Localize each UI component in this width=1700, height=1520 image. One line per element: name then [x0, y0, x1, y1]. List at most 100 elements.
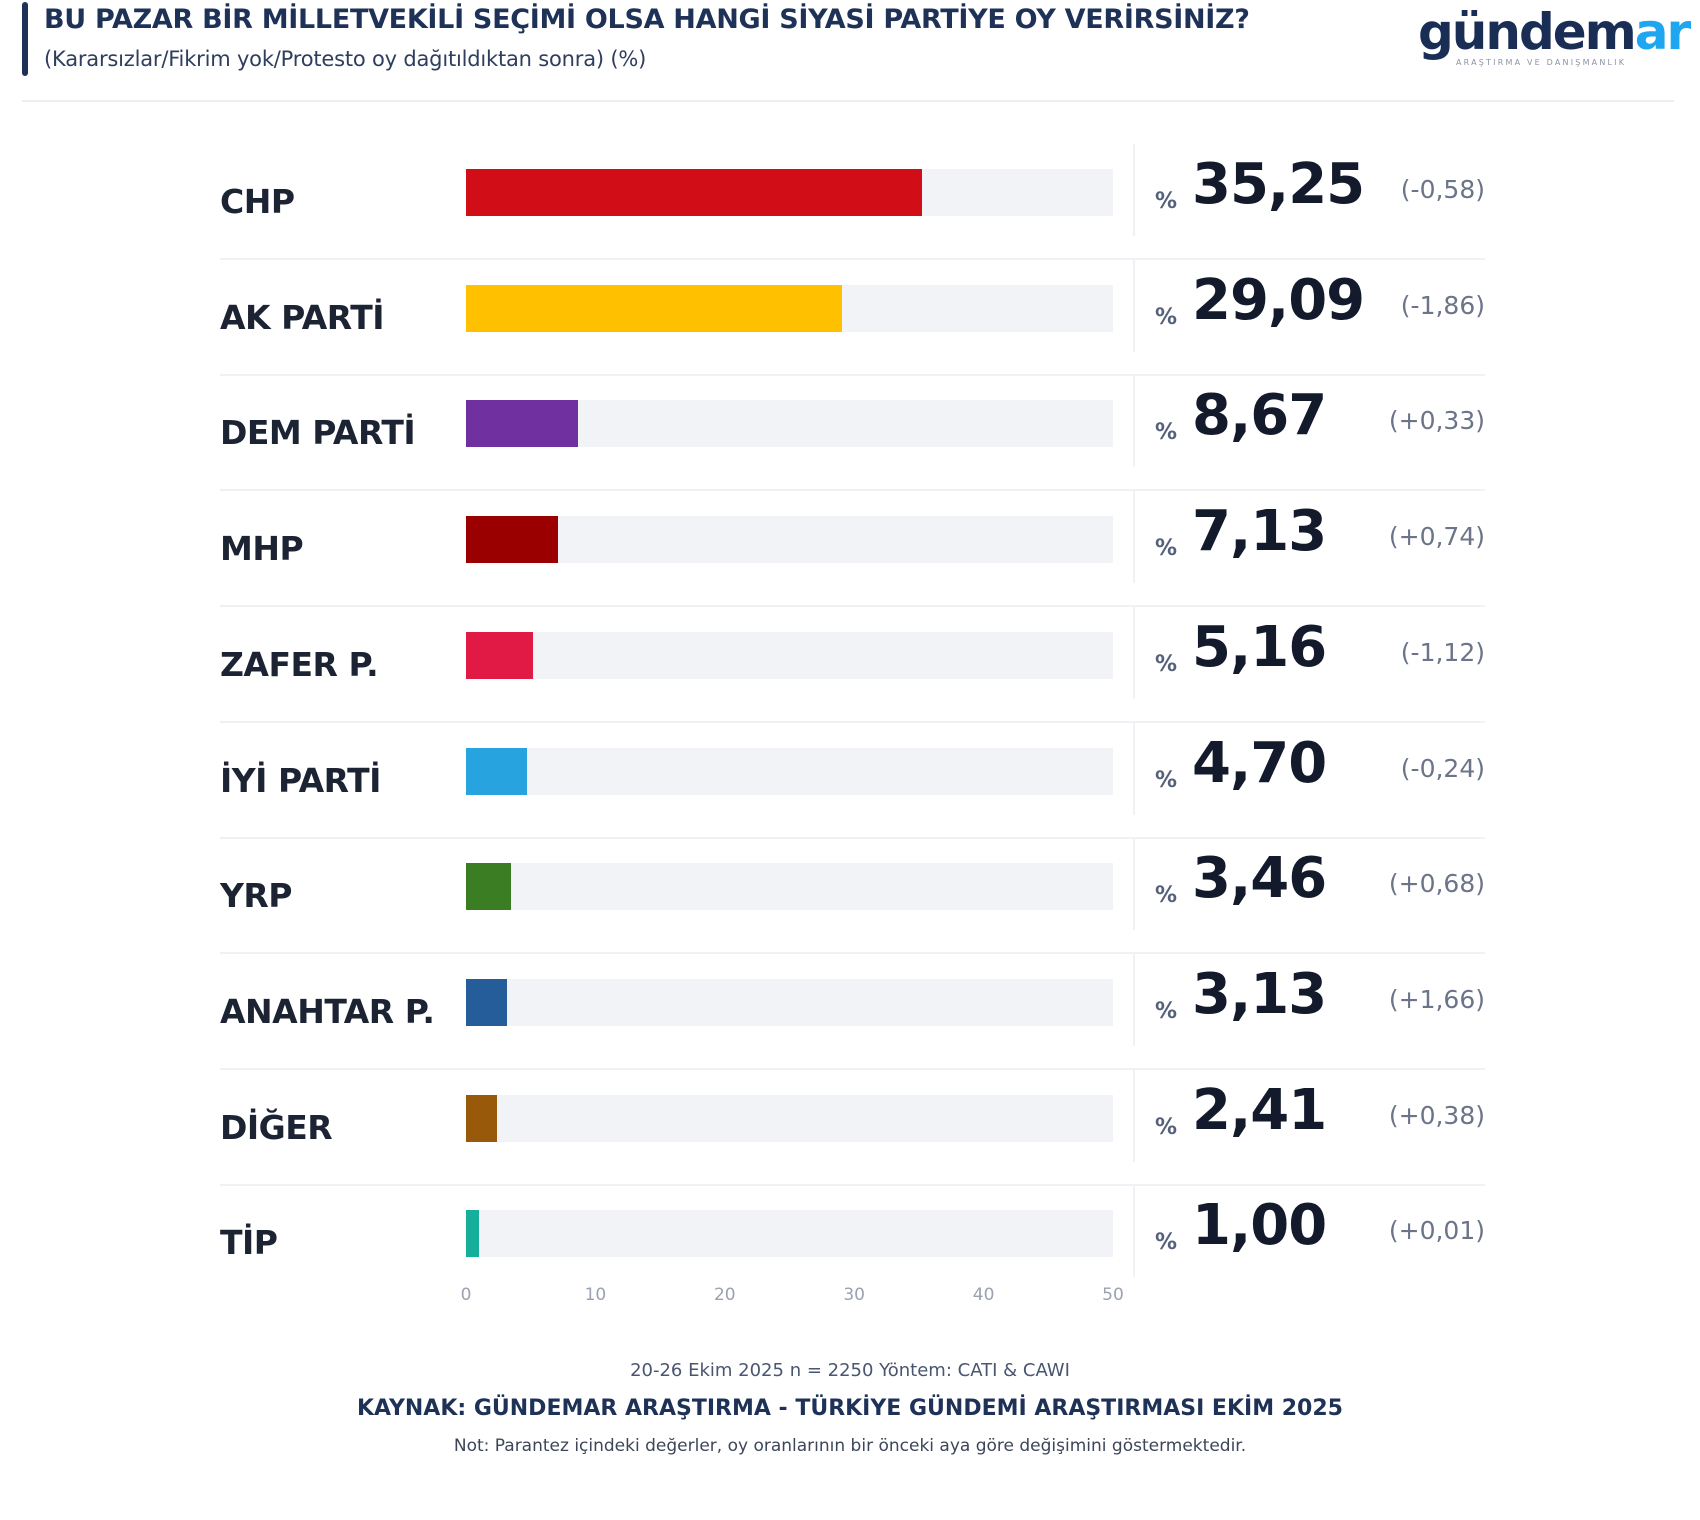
bar — [466, 631, 533, 679]
logo-wordmark-accent: ar — [1634, 3, 1691, 61]
vote-share-value: 5,16 — [1192, 614, 1327, 680]
row-separator — [220, 489, 1485, 492]
change-value: (+0,01) — [1388, 1216, 1485, 1246]
party-label: YRP — [220, 876, 293, 916]
vote-share-value: 4,70 — [1192, 730, 1327, 796]
change-value: (+0,33) — [1388, 406, 1485, 436]
bar — [466, 169, 923, 216]
row-separator — [220, 373, 1485, 376]
percent-sign: % — [1155, 998, 1178, 1024]
change-value: (-1,86) — [1400, 290, 1485, 320]
vote-share-value: 8,67 — [1192, 383, 1327, 449]
footnote: Not: Parantez içindeki değerler, oy oran… — [453, 1436, 1247, 1456]
vote-share-value: 3,13 — [1192, 961, 1327, 1027]
percent-sign: % — [1155, 536, 1178, 562]
party-label: İYİ PARTİ — [220, 760, 381, 800]
change-value: (+0,38) — [1388, 1100, 1485, 1130]
percent-sign: % — [1155, 1230, 1178, 1256]
bar — [466, 1094, 498, 1142]
row-separator — [220, 258, 1485, 260]
logo-wordmark-main: gündem — [1418, 3, 1637, 61]
value-divider — [1133, 953, 1135, 1046]
logo-tagline: ARAŞTIRMA VE DANIŞMANLIK — [1456, 58, 1627, 67]
party-label: DİĞER — [220, 1107, 333, 1147]
x-axis-tick: 40 — [972, 1285, 995, 1305]
chart-row: ANAHTAR P.% 3,13 (+1,66) — [220, 953, 1485, 1070]
row-separator — [220, 1067, 1485, 1070]
bar-track — [466, 863, 1113, 911]
chart-row: DEM PARTİ% 8,67 (+0,33) — [220, 375, 1485, 492]
bar — [466, 516, 559, 564]
value-divider — [1133, 491, 1135, 584]
row-separator — [220, 605, 1485, 608]
chart-row: MHP% 7,13 (+0,74) — [220, 491, 1485, 608]
vote-share-value: 29,09 — [1192, 267, 1365, 333]
value-divider — [1133, 259, 1135, 352]
gundemar-logo: gündemar ARAŞTIRMA VE DANIŞMANLIK — [1418, 3, 1691, 76]
change-value: (+0,68) — [1388, 869, 1485, 899]
bar-track — [466, 747, 1113, 795]
bar — [466, 747, 527, 795]
value-divider — [1133, 606, 1135, 699]
bar — [466, 400, 579, 448]
bar-track — [466, 284, 1113, 332]
value-divider — [1133, 722, 1135, 815]
bar-track — [466, 169, 1113, 216]
bar — [466, 863, 511, 911]
chart-subtitle: (Kararsızlar/Fikrim yok/Protesto oy dağı… — [44, 47, 647, 71]
row-separator — [220, 720, 1485, 723]
x-axis-tick: 30 — [843, 1285, 866, 1305]
percent-sign: % — [1155, 651, 1178, 677]
percent-sign: % — [1155, 1114, 1178, 1140]
row-separator — [220, 952, 1485, 955]
bar — [466, 978, 507, 1026]
party-label: TİP — [220, 1223, 278, 1263]
change-value: (-0,58) — [1400, 175, 1485, 204]
vote-share-value: 7,13 — [1192, 499, 1327, 565]
chart-row: İYİ PARTİ% 4,70 (-0,24) — [220, 722, 1485, 839]
row-separator — [220, 1183, 1485, 1186]
vote-share-value: 3,46 — [1192, 846, 1327, 912]
vote-share-value: 2,41 — [1192, 1077, 1327, 1143]
change-value: (+1,66) — [1388, 984, 1485, 1014]
chart-title: BU PAZAR BİR MİLLETVEKİLİ SEÇİMİ OLSA HA… — [44, 4, 1250, 35]
percent-sign: % — [1155, 767, 1178, 793]
value-divider — [1133, 375, 1135, 468]
x-axis-tick: 10 — [584, 1285, 607, 1305]
change-value: (-1,12) — [1400, 637, 1485, 667]
bar-track — [466, 631, 1113, 679]
bar-track — [466, 978, 1113, 1026]
percent-sign: % — [1155, 304, 1178, 330]
party-label: ZAFER P. — [220, 644, 379, 684]
x-axis-tick: 0 — [460, 1285, 472, 1305]
value-divider — [1133, 1185, 1135, 1278]
chart-row: DİĞER% 2,41 (+0,38) — [220, 1069, 1485, 1186]
chart-row: YRP% 3,46 (+0,68) — [220, 838, 1485, 955]
header-divider — [22, 100, 1674, 102]
chart-row: ZAFER P.% 5,16 (-1,12) — [220, 606, 1485, 723]
row-separator — [220, 836, 1485, 839]
source-line: KAYNAK: GÜNDEMAR ARAŞTIRMA - TÜRKİYE GÜN… — [357, 1396, 1343, 1421]
bar — [466, 1210, 479, 1258]
survey-meta: 20-26 Ekim 2025 n = 2250 Yöntem: CATI & … — [630, 1360, 1070, 1381]
x-axis-tick: 20 — [713, 1285, 736, 1305]
party-label: MHP — [220, 529, 304, 569]
x-axis-tick: 50 — [1102, 1285, 1124, 1305]
chart-row: CHP% 35,25 (-0,58) — [220, 144, 1485, 260]
bar-track — [466, 400, 1113, 448]
value-divider — [1133, 1069, 1135, 1162]
change-value: (+0,74) — [1388, 522, 1485, 552]
percent-sign: % — [1155, 420, 1178, 446]
chart-row: AK PARTİ% 29,09 (-1,86) — [220, 259, 1485, 376]
percent-sign: % — [1155, 189, 1178, 214]
party-label: CHP — [220, 182, 295, 221]
vote-share-value: 1,00 — [1192, 1193, 1327, 1259]
party-label: DEM PARTİ — [220, 413, 416, 453]
change-value: (-0,24) — [1400, 753, 1485, 783]
bar-track — [466, 1210, 1113, 1258]
value-divider — [1133, 144, 1135, 236]
title-accent-bar — [22, 2, 28, 76]
bar-track — [466, 516, 1113, 564]
chart-row: TİP% 1,00 (+0,01) — [220, 1185, 1485, 1301]
